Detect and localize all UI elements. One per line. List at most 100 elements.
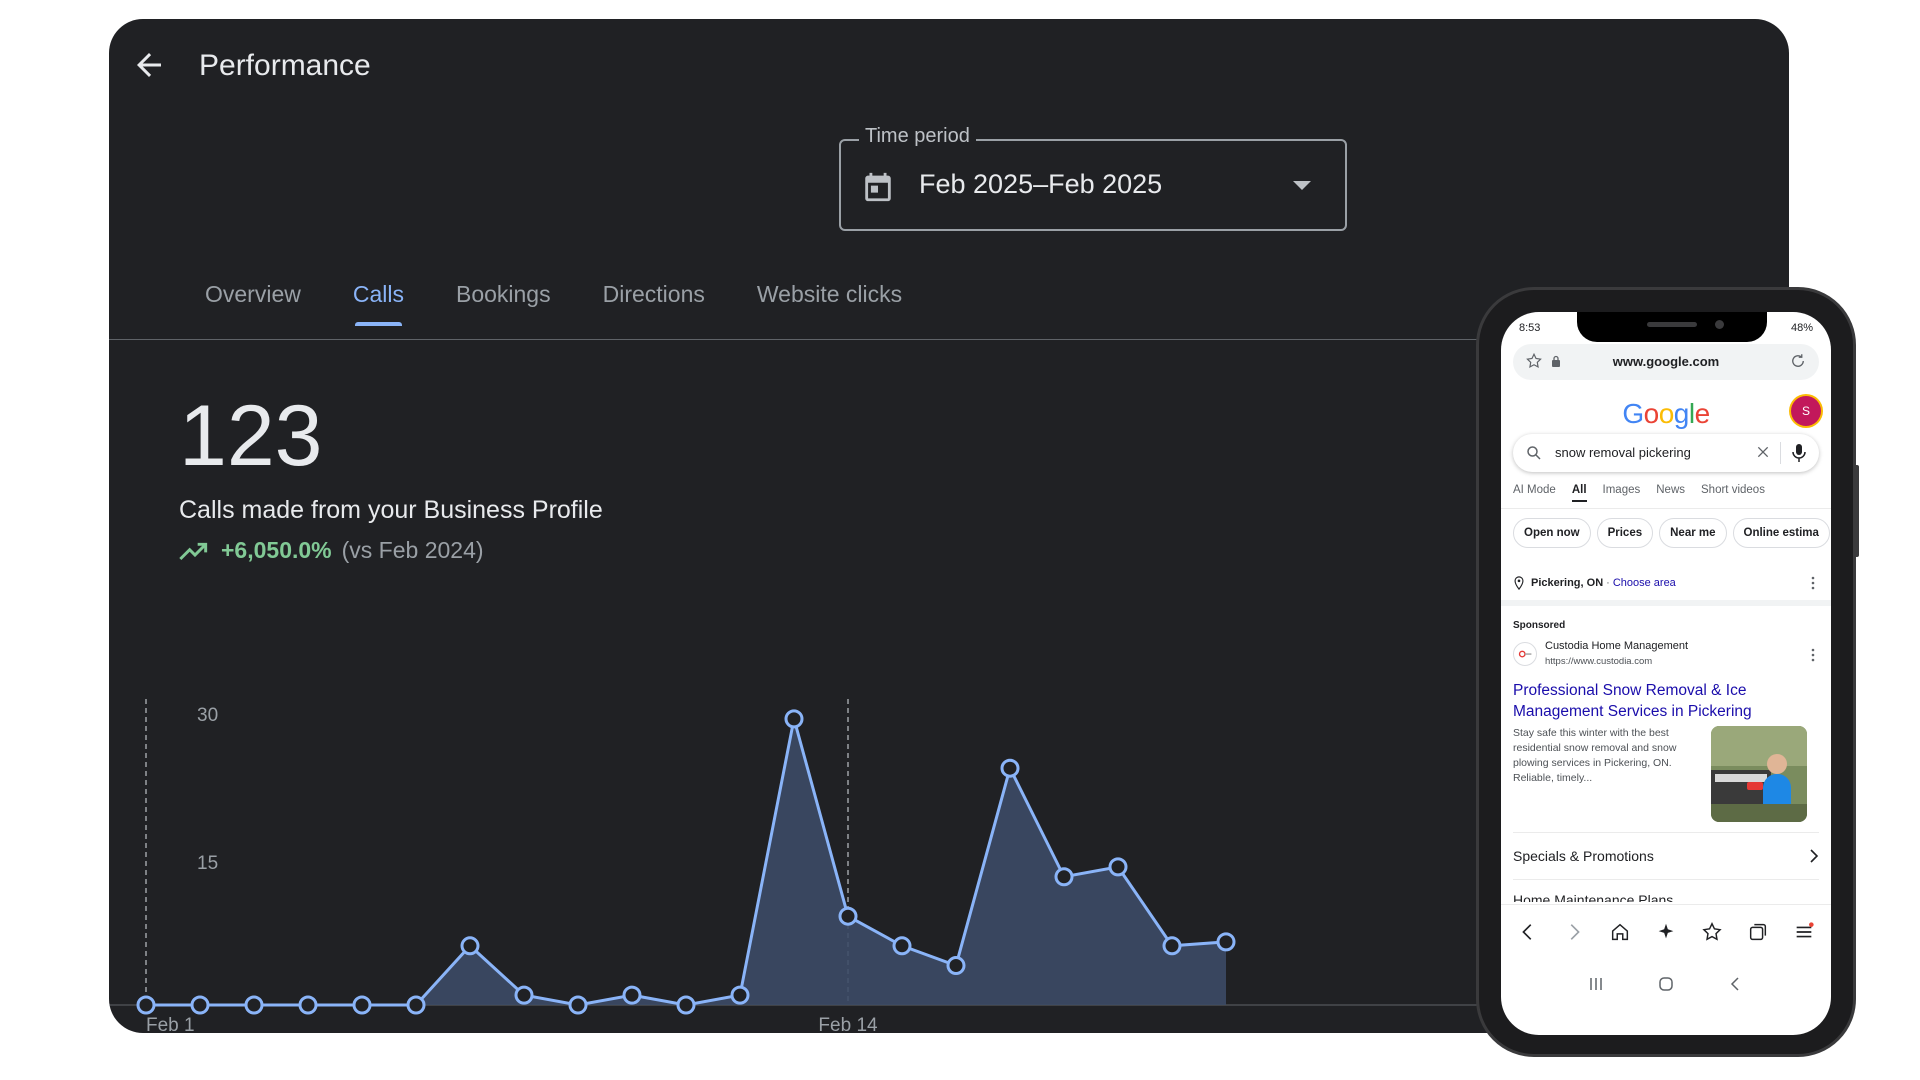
chart-point (298, 995, 318, 1015)
google-logo-letter: l (1688, 398, 1695, 429)
search-tab-ai-mode[interactable]: AI Mode (1513, 484, 1556, 496)
search-icon (1527, 446, 1541, 460)
search-divider (1780, 442, 1781, 464)
chart-point (1108, 857, 1128, 877)
search-tab-news[interactable]: News (1656, 484, 1686, 496)
chart-point (946, 956, 966, 976)
calls-area-chart: 30 15 Feb 1 Feb 14 (109, 699, 1789, 1033)
time-period-select[interactable]: Time period Feb 2025–Feb 2025 (839, 125, 1347, 231)
location-city: Pickering, ON (1531, 577, 1604, 589)
chart-point (514, 985, 534, 1005)
search-tab-all[interactable]: All (1571, 484, 1587, 502)
ad-thumbnail-image[interactable] (1711, 726, 1807, 822)
chart-point (352, 995, 372, 1015)
specials-label: Specials & Promotions (1513, 848, 1654, 864)
y-tick-label: 30 (197, 705, 218, 726)
chevron-right-icon (1810, 849, 1819, 863)
home-icon[interactable] (1609, 921, 1631, 943)
back-arrow-icon[interactable] (131, 47, 167, 83)
chart-point (244, 995, 264, 1015)
forward-icon[interactable] (1563, 921, 1585, 943)
calendar-icon (865, 172, 891, 202)
google-logo-letter: o (1643, 398, 1660, 429)
recent-apps-icon[interactable] (1587, 975, 1605, 993)
chart-point (460, 936, 480, 956)
status-time: 8:53 (1519, 322, 1541, 334)
metric-change-value: +6,050.0% (221, 537, 332, 563)
chart-point (1162, 936, 1182, 956)
tabs-divider (109, 339, 1789, 340)
chart-point (676, 995, 696, 1015)
tab-overview[interactable]: Overview (205, 281, 301, 307)
search-tabs: AI Mode All Images News Short videos (1513, 484, 1765, 502)
chart-point (622, 985, 642, 1005)
address-bar[interactable]: www.google.com (1513, 344, 1819, 380)
microphone-icon[interactable] (1791, 443, 1807, 463)
menu-icon[interactable] (1793, 921, 1815, 943)
metric-value: 123 (179, 388, 323, 484)
page-title: Performance (199, 49, 371, 82)
chip-open-now[interactable]: Open now (1513, 518, 1591, 548)
chart-point (892, 936, 912, 956)
chart-point (730, 985, 750, 1005)
chip-online-estimate[interactable]: Online estima (1732, 518, 1830, 548)
clear-icon[interactable] (1755, 444, 1771, 460)
tab-calls[interactable]: Calls (353, 281, 404, 326)
bookmarks-icon[interactable] (1701, 921, 1723, 943)
time-period-value: Feb 2025–Feb 2025 (919, 169, 1163, 199)
google-logo: Google (1501, 398, 1831, 430)
google-logo-letter: o (1658, 398, 1675, 429)
google-logo-letter: e (1694, 398, 1711, 429)
section-separator (1501, 600, 1831, 606)
tab-directions[interactable]: Directions (602, 281, 705, 307)
advertiser-url: https://www.custodia.com (1545, 656, 1653, 667)
chart-point (568, 995, 588, 1015)
back-icon[interactable] (1517, 921, 1539, 943)
specials-promotions-link[interactable]: Specials & Promotions (1513, 832, 1819, 880)
chart-point (190, 995, 210, 1015)
sparkle-icon[interactable] (1655, 921, 1677, 943)
phone-notch (1577, 312, 1767, 342)
system-home-icon[interactable] (1657, 975, 1675, 993)
more-vert-icon[interactable] (1811, 576, 1815, 590)
metric-change-comparison: (vs Feb 2024) (341, 537, 484, 563)
chart-point (136, 995, 156, 1015)
trending-up-icon (179, 542, 208, 560)
y-tick-label: 15 (197, 853, 218, 874)
bookmark-star-icon[interactable] (1525, 352, 1543, 370)
tab-website-clicks[interactable]: Website clicks (756, 281, 903, 307)
search-input[interactable]: snow removal pickering (1555, 445, 1691, 460)
time-period-label: Time period (859, 125, 976, 148)
chart-point (1216, 932, 1236, 952)
system-back-icon[interactable] (1727, 975, 1745, 993)
chip-prices[interactable]: Prices (1596, 518, 1654, 548)
avatar[interactable]: S (1791, 396, 1821, 426)
location-separator: · (1606, 577, 1610, 589)
x-tick-label: Feb 14 (818, 1015, 878, 1033)
ad-title-link[interactable]: Professional Snow Removal & Ice Manageme… (1513, 682, 1752, 720)
metric-tabs: Overview Calls Bookings Directions Websi… (205, 281, 902, 326)
metric-change-row: +6,050.0% (vs Feb 2024) (179, 537, 484, 564)
search-tabs-divider (1501, 508, 1831, 509)
chart-point (406, 995, 426, 1015)
next-sitelink[interactable]: Home Maintenance Plans (1513, 892, 1674, 902)
chart-point (1000, 758, 1020, 778)
x-tick-label: Feb 1 (146, 1015, 195, 1033)
sponsored-label: Sponsored (1513, 620, 1566, 631)
search-tab-images[interactable]: Images (1602, 484, 1641, 496)
chip-near-me[interactable]: Near me (1659, 518, 1727, 548)
ad-description: Stay safe this winter with the best resi… (1513, 727, 1677, 784)
ad-more-vert-icon[interactable] (1811, 648, 1815, 662)
phone-frame: 8:53 48% www.google.com Google S snow r (1476, 287, 1856, 1057)
location-row: Pickering, ON · Choose area (1513, 576, 1819, 590)
choose-area-link[interactable]: Choose area (1612, 577, 1676, 589)
lock-icon (1552, 355, 1560, 367)
tabs-icon[interactable] (1747, 921, 1769, 943)
tab-bookings[interactable]: Bookings (455, 281, 551, 307)
reload-icon[interactable] (1789, 352, 1807, 370)
search-box[interactable]: snow removal pickering (1513, 434, 1819, 472)
advertiser-name[interactable]: Custodia Home Management (1545, 640, 1689, 652)
search-tab-short-videos[interactable]: Short videos (1701, 484, 1765, 496)
speaker-grille (1647, 322, 1697, 327)
url-text: www.google.com (1612, 354, 1720, 369)
